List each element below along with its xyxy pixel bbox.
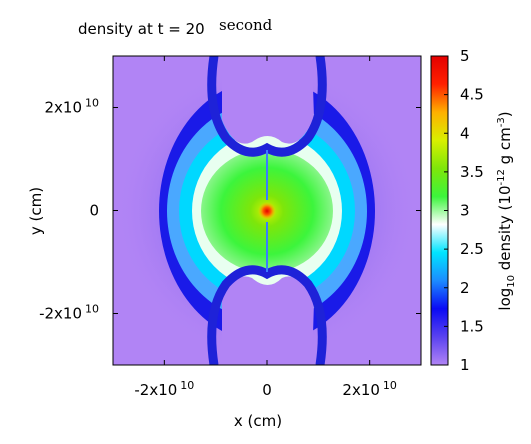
y-axis-ticks: 2x10 10 0 -2x10 10 bbox=[39, 97, 421, 323]
colorbar-label-mid: density (10 bbox=[496, 186, 514, 275]
colorbar-tick-label: 2.5 bbox=[460, 240, 484, 258]
colorbar-tick-label: 5 bbox=[460, 47, 470, 65]
chart-title-unit: second bbox=[219, 16, 273, 34]
colorbar-label-mid2: g cm bbox=[496, 127, 514, 169]
north-cavity bbox=[222, 56, 314, 144]
density-heatmap bbox=[113, 56, 421, 365]
colorbar-tick-label: 4 bbox=[460, 124, 470, 142]
x-tick-label: 2x10 10 bbox=[342, 379, 397, 399]
colorbar-tick-label: 3 bbox=[460, 202, 470, 220]
north-cavity-rim bbox=[207, 56, 327, 157]
colorbar-label-sup2: -3 bbox=[496, 117, 507, 127]
x-axis-ticks: -2x10 10 0 2x10 10 bbox=[134, 56, 397, 399]
colorbar-tick-label: 4.5 bbox=[460, 86, 484, 104]
colorbar-label-post: ) bbox=[496, 111, 514, 117]
south-cavity bbox=[222, 276, 314, 365]
x-tick-exponent: 10 bbox=[383, 379, 397, 392]
south-cavity-rim bbox=[207, 265, 327, 365]
x-tick-label: 0 bbox=[262, 381, 272, 399]
x-tick-label: -2x10 10 bbox=[134, 379, 194, 399]
colorbar-ticks: 1 1.5 2 2.5 3 3.5 4 4.5 5 bbox=[444, 47, 484, 374]
y-tick-label: 2x10 10 bbox=[44, 97, 99, 117]
y-axis-label: y (cm) bbox=[27, 187, 45, 235]
y-tick-label: 0 bbox=[89, 202, 99, 220]
y-tick-label: -2x10 10 bbox=[39, 303, 99, 323]
colorbar-label-sub: 10 bbox=[506, 275, 517, 288]
y-tick-exponent: 10 bbox=[85, 97, 99, 110]
colorbar-tick-label: 2 bbox=[460, 279, 470, 297]
colorbar-label-sup1: -12 bbox=[496, 169, 507, 185]
x-axis-label: x (cm) bbox=[234, 412, 282, 430]
center-hotspot bbox=[258, 202, 276, 220]
x-tick-exponent: 10 bbox=[180, 379, 194, 392]
chart-title: density at t = 20 bbox=[78, 20, 205, 38]
y-tick-exponent: 10 bbox=[85, 303, 99, 316]
colorbar-tick-label: 1 bbox=[460, 356, 470, 374]
colorbar-tick-label: 1.5 bbox=[460, 317, 484, 335]
colorbar-tick-label: 3.5 bbox=[460, 163, 484, 181]
colorbar-label: log10 density (10-12 g cm-3) bbox=[496, 111, 517, 310]
colorbar-label-log: log bbox=[496, 288, 514, 311]
